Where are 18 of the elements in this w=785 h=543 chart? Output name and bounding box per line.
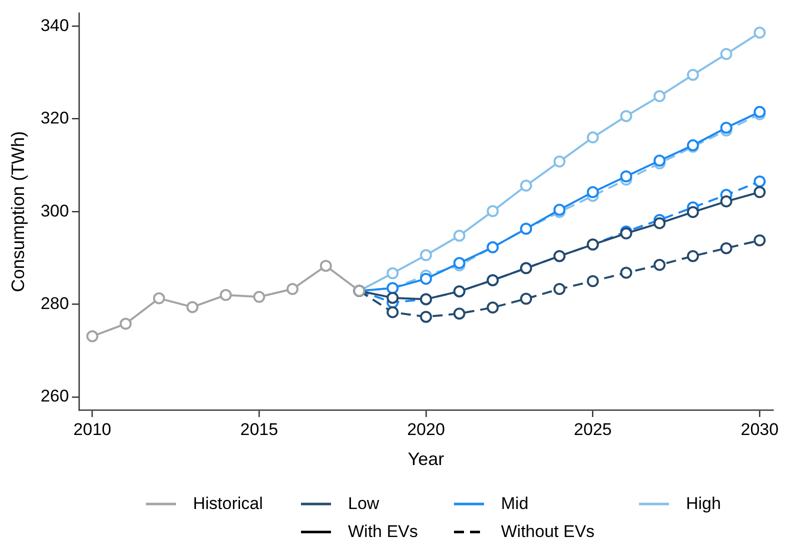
- y-tick-label: 300: [40, 201, 69, 220]
- legend-label: Historical: [193, 494, 263, 514]
- y-tick-label: 340: [40, 16, 69, 35]
- y-axis-title: Consumption (TWh): [8, 131, 28, 292]
- x-tick-label: 2030: [740, 420, 779, 439]
- y-tick-label: 260: [40, 386, 69, 406]
- x-tick-label: 2015: [240, 420, 278, 439]
- x-tick-label: 2020: [407, 420, 445, 439]
- legend-label: Low: [348, 494, 380, 514]
- legend-label: High: [686, 494, 721, 514]
- text: With EVs: [348, 522, 418, 542]
- x-tick-label: 2010: [73, 420, 112, 439]
- x-axis-title: Year: [408, 449, 444, 470]
- y-tick-label: 280: [40, 294, 69, 313]
- x-tick-label: 2025: [574, 420, 612, 439]
- legend-label: Mid: [501, 494, 528, 514]
- y-tick-label: 320: [40, 108, 69, 128]
- text: Without EVs: [501, 522, 595, 542]
